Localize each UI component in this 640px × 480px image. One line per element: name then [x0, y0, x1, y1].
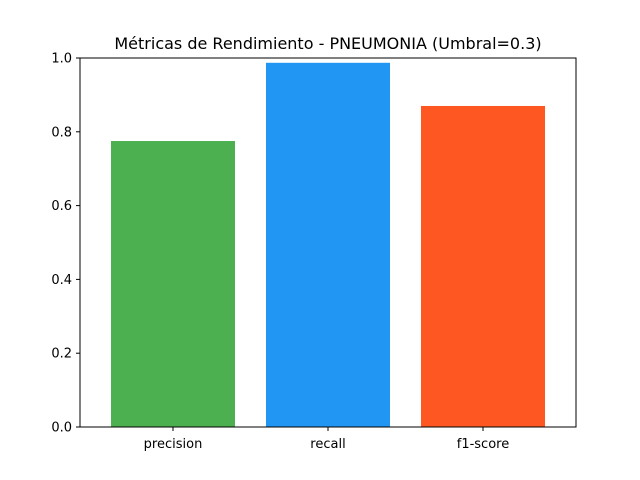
x-axis: precision recall f1-score [144, 427, 509, 452]
bar-precision [111, 141, 235, 427]
plot-frame [79, 57, 577, 428]
y-tick-label: 0.6 [51, 199, 72, 214]
y-tick-label: 1.0 [51, 52, 72, 67]
x-tick-label: precision [144, 437, 203, 452]
bar-f1-score [421, 105, 545, 427]
y-tick-label: 0.0 [51, 421, 72, 436]
chart-title: Métricas de Rendimiento - PNEUMONIA (Umb… [114, 34, 541, 53]
y-tick-label: 0.2 [51, 347, 72, 362]
y-tick-label: 0.8 [51, 125, 72, 140]
bar-recall [266, 62, 390, 428]
bars-group [111, 62, 545, 428]
x-tick-label: f1-score [457, 437, 509, 452]
x-tick-label: recall [310, 437, 345, 452]
y-tick-label: 0.4 [51, 273, 72, 288]
y-axis: 0.0 0.2 0.4 0.6 0.8 1.0 [51, 52, 80, 436]
